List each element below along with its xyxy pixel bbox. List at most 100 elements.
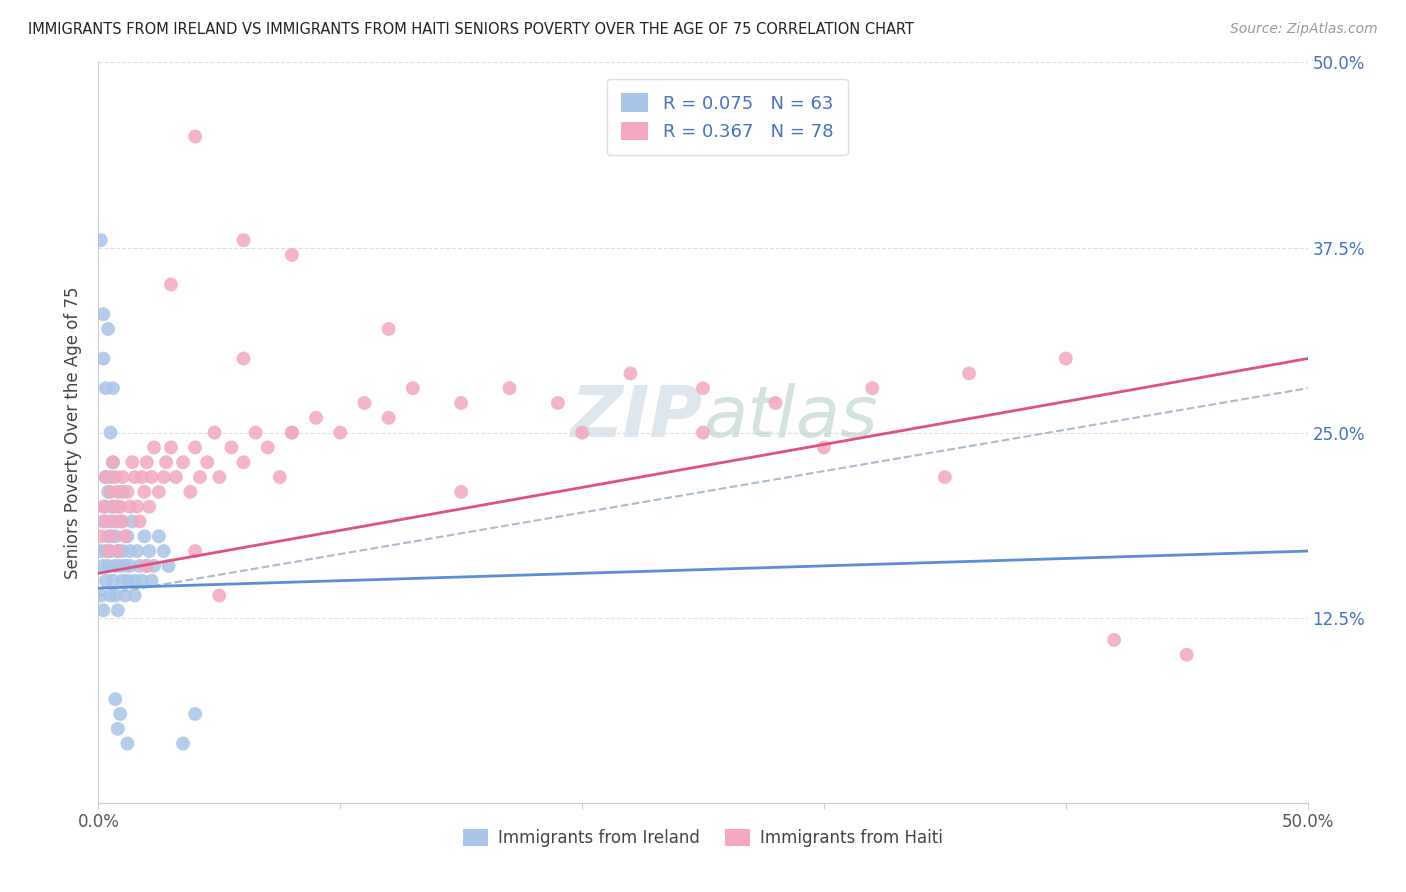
Point	[450, 484, 472, 499]
Point	[97, 558, 120, 573]
Point	[94, 515, 117, 529]
Point	[329, 425, 352, 440]
Point	[281, 425, 304, 440]
Point	[97, 529, 120, 543]
Point	[172, 737, 194, 751]
Point	[165, 470, 187, 484]
Text: atlas: atlas	[703, 384, 877, 452]
Point	[934, 470, 956, 484]
Point	[101, 455, 124, 469]
Point	[111, 484, 134, 499]
Point	[232, 455, 254, 469]
Point	[107, 484, 129, 499]
Point	[450, 396, 472, 410]
Point	[101, 455, 124, 469]
Point	[90, 544, 112, 558]
Point	[114, 558, 136, 573]
Point	[104, 558, 127, 573]
Point	[101, 500, 124, 514]
Point	[131, 470, 153, 484]
Point	[100, 470, 122, 484]
Point	[128, 558, 150, 573]
Point	[860, 381, 883, 395]
Point	[208, 470, 231, 484]
Point	[104, 515, 127, 529]
Point	[957, 367, 980, 381]
Y-axis label: Seniors Poverty Over the Age of 75: Seniors Poverty Over the Age of 75	[65, 286, 83, 579]
Point	[184, 544, 207, 558]
Point	[104, 589, 127, 603]
Point	[157, 558, 180, 573]
Text: Source: ZipAtlas.com: Source: ZipAtlas.com	[1230, 22, 1378, 37]
Point	[221, 441, 243, 455]
Point	[100, 544, 122, 558]
Point	[188, 470, 211, 484]
Point	[135, 558, 157, 573]
Point	[195, 455, 218, 469]
Point	[91, 351, 114, 366]
Point	[281, 425, 304, 440]
Point	[118, 544, 141, 558]
Point	[91, 603, 114, 617]
Point	[692, 425, 714, 440]
Point	[111, 574, 134, 588]
Point	[402, 381, 425, 395]
Point	[184, 441, 207, 455]
Point	[107, 544, 129, 558]
Point	[134, 529, 156, 543]
Point	[184, 706, 207, 721]
Point	[1054, 351, 1077, 366]
Legend: Immigrants from Ireland, Immigrants from Haiti: Immigrants from Ireland, Immigrants from…	[457, 822, 949, 854]
Point	[121, 455, 143, 469]
Point	[114, 589, 136, 603]
Point	[245, 425, 267, 440]
Point	[208, 589, 231, 603]
Point	[90, 529, 112, 543]
Point	[269, 470, 291, 484]
Point	[100, 484, 122, 499]
Point	[155, 455, 177, 469]
Point	[94, 381, 117, 395]
Point	[765, 396, 787, 410]
Point	[108, 706, 131, 721]
Point	[179, 484, 201, 499]
Point	[619, 367, 641, 381]
Point	[97, 484, 120, 499]
Point	[128, 515, 150, 529]
Point	[117, 574, 139, 588]
Point	[143, 558, 166, 573]
Point	[114, 529, 136, 543]
Point	[104, 692, 127, 706]
Point	[117, 737, 139, 751]
Point	[107, 544, 129, 558]
Point	[124, 589, 146, 603]
Text: ZIP: ZIP	[571, 384, 703, 452]
Point	[377, 322, 399, 336]
Point	[104, 529, 127, 543]
Point	[117, 484, 139, 499]
Point	[107, 722, 129, 736]
Point	[232, 233, 254, 247]
Point	[94, 470, 117, 484]
Point	[134, 484, 156, 499]
Point	[148, 484, 170, 499]
Point	[108, 500, 131, 514]
Point	[377, 410, 399, 425]
Point	[353, 396, 375, 410]
Point	[547, 396, 569, 410]
Point	[127, 544, 149, 558]
Point	[160, 441, 183, 455]
Point	[91, 500, 114, 514]
Point	[94, 544, 117, 558]
Point	[121, 515, 143, 529]
Point	[135, 558, 157, 573]
Point	[143, 441, 166, 455]
Point	[152, 544, 174, 558]
Point	[498, 381, 520, 395]
Point	[108, 558, 131, 573]
Point	[127, 500, 149, 514]
Point	[107, 603, 129, 617]
Point	[813, 441, 835, 455]
Point	[184, 129, 207, 144]
Point	[148, 529, 170, 543]
